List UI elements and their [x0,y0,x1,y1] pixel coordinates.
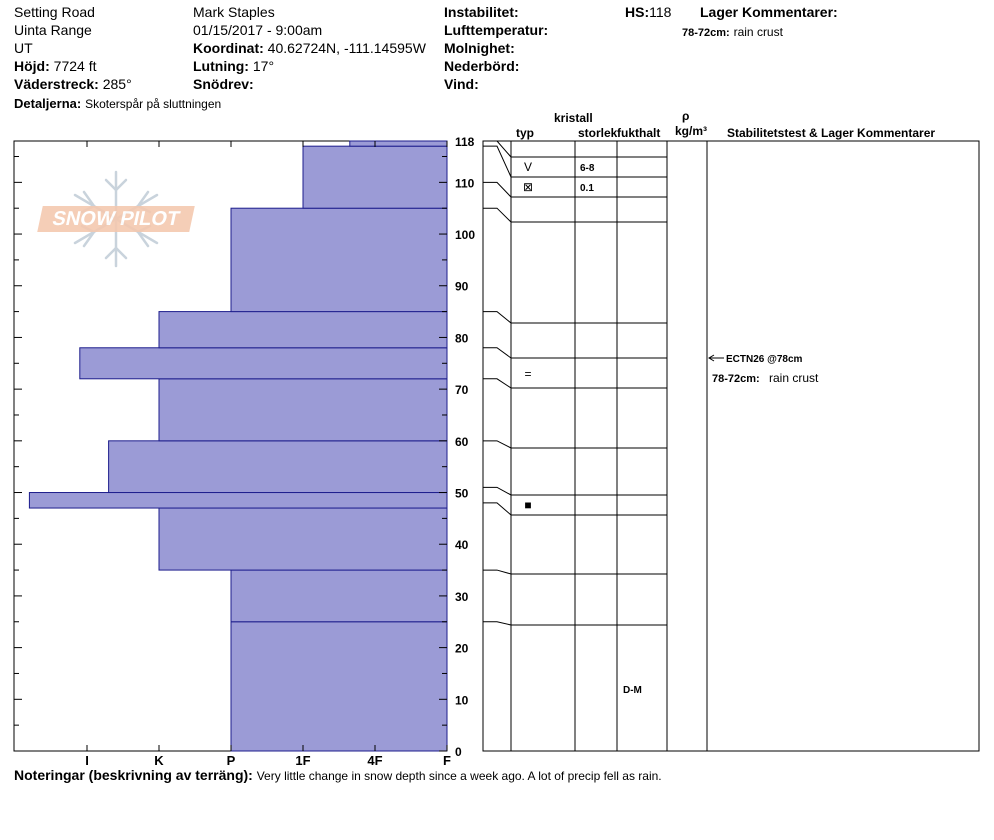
size-heading: storlek [578,126,618,140]
snowdrift-label: Snödrev: [193,76,254,92]
hardness-tick-label: F [443,753,451,768]
wind-label: Vind: [444,76,479,92]
coordinates-label: Koordinat: [193,40,264,56]
depth-tick-label: 110 [455,176,475,190]
details: Detaljerna: Skoterspår på sluttningen [14,95,221,112]
depth-tick-label: 118 [455,135,475,149]
hardness-bar-0 [230,621,448,752]
slope-label: Lutning: [193,58,249,74]
depth-connector-4 [483,311,512,324]
state-name: UT [14,40,33,56]
location-name: Setting Road [14,4,95,20]
depth-connector-0 [483,140,512,158]
crystal-type-symbol: ■ [524,498,531,512]
depth-tick-label: 20 [455,642,469,656]
details-label: Detaljerna: [14,96,82,111]
elevation-value: 7724 ft [53,58,97,74]
crystal-size: 6-8 [580,163,595,174]
crystal-heading: kristall [554,111,593,125]
hardness-bar-7 [158,311,448,349]
coordinates-value: 40.62724N, -111.14595W [267,40,426,56]
range-name: Uinta Range [14,22,92,38]
layer-comment-text: rain crust [733,25,783,39]
hardness-tick-label: K [154,753,164,768]
stability-comment-range: 78-72cm: [712,373,760,385]
depth-tick-label: 0 [455,745,462,759]
depth-tick-label: 40 [455,538,469,552]
hardness-bar-3 [28,492,448,509]
hardness-bar-8 [230,207,448,313]
depth-tick-label: 80 [455,331,469,345]
depth-connector-8 [483,486,512,496]
moisture-heading: fukthalt [617,126,661,140]
hardness-bar-6 [79,347,448,380]
depth-connector-3 [483,207,512,223]
cloud-cover-label: Molnighet: [444,40,515,56]
layer-comment-range: 78-72cm: [682,27,730,39]
hardness-bar-4 [108,440,448,494]
layer-table-frame [482,140,980,752]
observation-datetime: 01/15/2017 - 9:00am [193,22,323,38]
hs-label: HS: [625,4,650,20]
crystal-type-symbol: ⊠ [523,180,533,194]
depth-tick-label: 90 [455,280,469,294]
hardness-tick-label: 1F [295,753,310,768]
observer-name: Mark Staples [193,4,275,20]
depth-connector-5 [483,347,512,359]
depth-connector-9 [483,502,512,516]
depth-connector-2 [483,181,512,198]
depth-tick-label: 30 [455,590,469,604]
hardness-tick-label: P [227,753,236,768]
terrain-notes: Noteringar (beskrivning av terräng): Ver… [14,767,662,784]
hardness-tick-label: 4F [367,753,382,768]
details-value: Skoterspår på sluttningen [85,97,222,111]
elevation-label: Höjd: [14,58,50,74]
hardness-tick-label: I [85,753,89,768]
depth-connector-11 [483,621,512,626]
crystal-type-symbol: V [524,160,532,174]
precipitation-label: Nederbörd: [444,58,520,74]
stability-heading: Stabilitetstest & Lager Kommentarer [727,126,936,140]
notes-label: Noteringar (beskrivning av terräng): [14,767,253,783]
density-unit-heading: kg/m³ [675,124,708,138]
air-temp-label: Lufttemperatur: [444,22,549,38]
depth-connector-7 [483,440,512,449]
hardness-bar-2 [158,507,448,571]
hs-value: 118 [649,4,672,20]
coordinates: Koordinat: 40.62724N, -111.14595W [193,40,426,56]
stability-comment-text: rain crust [769,371,819,385]
moisture-value: D-M [623,685,642,696]
crystal-size: 0.1 [580,183,594,194]
layer-comments-title: Lager Kommentarer: [700,4,838,20]
snow-height: HS:118 [625,4,671,20]
aspect-value: 285° [102,76,132,92]
depth-connector-10 [483,569,512,575]
stability-test-arrowhead [708,354,715,362]
hardness-bar-1 [230,569,448,623]
hardness-bar-9 [302,145,448,209]
depth-tick-label: 100 [455,228,475,242]
depth-tick-label: 50 [455,487,469,501]
aspect-label: Väderstreck: [14,76,99,92]
rho-heading: ρ [682,109,690,123]
type-heading: typ [516,126,534,140]
depth-connector-1 [483,145,512,178]
elevation: Höjd: 7724 ft [14,58,96,74]
notes-text: Very little change in snow depth since a… [256,769,662,783]
depth-tick-label: 60 [455,435,469,449]
stability-test-label: ECTN26 @78cm [726,354,803,365]
slope-value: 17° [252,58,275,74]
depth-tick-label: 70 [455,383,469,397]
instability-label: Instabilitet: [444,4,519,20]
depth-connector-6 [483,378,512,389]
layer-comment: 78-72cm: rain crust [682,23,783,41]
depth-tick-label: 10 [455,693,469,707]
hardness-bar-5 [158,378,448,442]
slope: Lutning: 17° [193,58,274,74]
hardness-bar-10 [349,140,448,147]
crystal-type-symbol: = [524,367,531,381]
aspect: Väderstreck: 285° [14,76,132,92]
